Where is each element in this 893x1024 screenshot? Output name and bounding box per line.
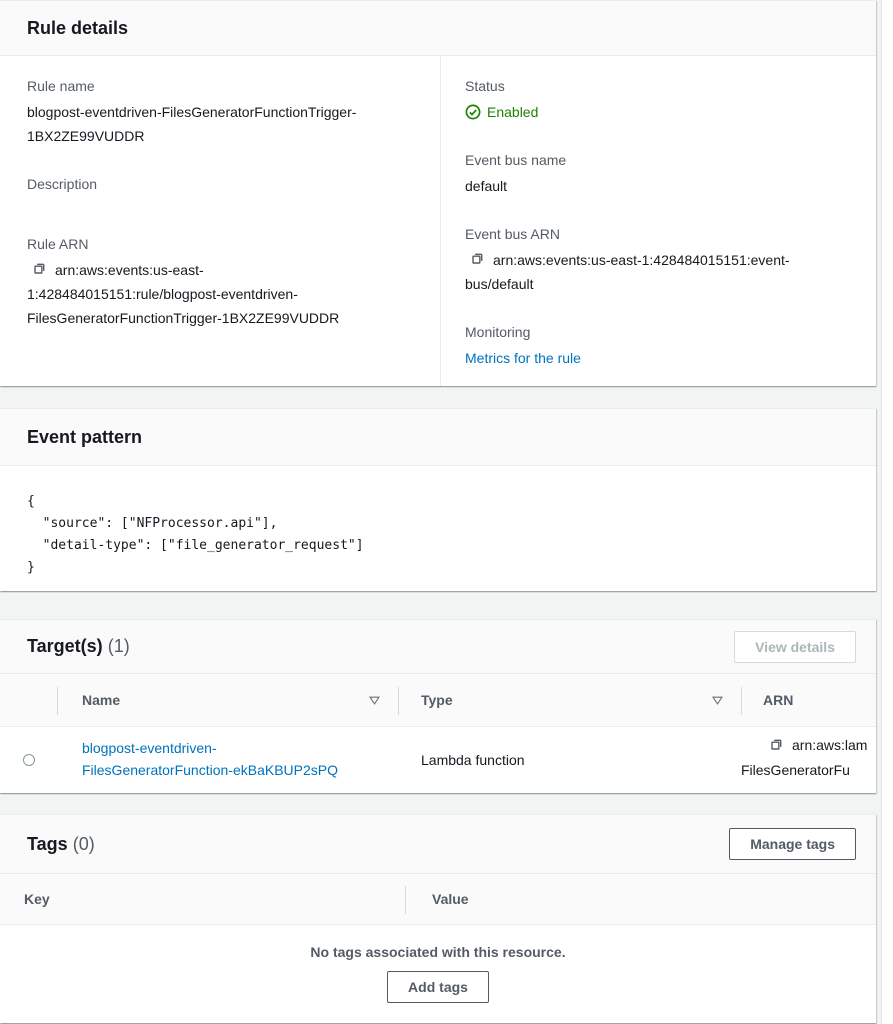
- rule-arn-copy-button[interactable]: [32, 261, 47, 279]
- copy-icon: [32, 261, 47, 279]
- no-tags-message: No tags associated with this resource.: [310, 944, 566, 960]
- tags-empty-state: No tags associated with this resource. A…: [0, 925, 876, 1023]
- targets-selection-column-header: [0, 674, 57, 726]
- event-bus-arn-copy-button[interactable]: [470, 251, 485, 269]
- copy-icon: [769, 737, 784, 755]
- view-details-button[interactable]: View details: [734, 630, 856, 663]
- rule-details-body: Rule name blogpost-eventdriven-FilesGene…: [0, 56, 876, 386]
- tags-count: (0): [72, 833, 95, 854]
- event-pattern-card: Event pattern { "source": ["NFProcessor.…: [0, 408, 876, 591]
- status-enabled-icon: [465, 104, 481, 120]
- vertical-scrollbar[interactable]: [881, 0, 887, 1024]
- event-pattern-json-line: "detail-type": ["file_generator_request"…: [27, 538, 364, 553]
- rule-arn-value-line: 1:428484015151:rule/blogpost-eventdriven…: [27, 286, 298, 302]
- status-badge: Enabled: [487, 104, 539, 120]
- tags-column-value: Value: [432, 891, 469, 907]
- event-bus-arn-label: Event bus ARN: [465, 226, 560, 242]
- target-name-link[interactable]: blogpost-eventdriven- FilesGeneratorFunc…: [82, 740, 338, 778]
- rule-details-card: Rule details Rule name blogpost-eventdri…: [0, 0, 876, 386]
- rule-name-value-line: 1BX2ZE99VUDDR: [27, 128, 145, 144]
- description-field: Description: [27, 174, 416, 208]
- column-divider: [398, 687, 399, 715]
- metrics-for-the-rule-link[interactable]: Metrics for the rule: [465, 350, 581, 366]
- column-divider: [405, 886, 406, 914]
- targets-column-arn: ARN: [763, 692, 794, 708]
- event-pattern-json-line: "source": ["NFProcessor.api"],: [27, 516, 278, 531]
- description-label: Description: [27, 176, 98, 192]
- rule-details-left-column: Rule name blogpost-eventdriven-FilesGene…: [0, 56, 441, 386]
- event-bus-arn-value-line: bus/default: [465, 276, 534, 292]
- event-bus-arn-value-line: arn:aws:events:us-east-1:428484015151:ev…: [493, 252, 790, 268]
- column-divider: [57, 687, 58, 715]
- rule-arn-value-line: arn:aws:events:us-east-: [55, 262, 204, 278]
- target-arn-line: FilesGeneratorFu: [741, 762, 850, 778]
- add-tags-button[interactable]: Add tags: [387, 971, 489, 1003]
- target-arn-line: arn:aws:lam: [792, 737, 868, 753]
- rule-name-field: Rule name blogpost-eventdriven-FilesGene…: [27, 76, 416, 148]
- event-pattern-json-line: {: [27, 494, 35, 509]
- rule-details-right-column: Status Enabled Event bus name default: [441, 56, 876, 386]
- targets-header: Target(s) (1) View details: [0, 620, 876, 674]
- tags-header: Tags (0) Manage tags: [0, 815, 876, 874]
- rule-arn-value-line: FilesGeneratorFunctionTrigger-1BX2ZE99VU…: [27, 310, 340, 326]
- rule-details-title: Rule details: [27, 17, 129, 38]
- targets-card: Target(s) (1) View details Name Type: [0, 619, 876, 793]
- event-pattern-header: Event pattern: [0, 409, 876, 466]
- target-radio[interactable]: [22, 754, 35, 766]
- targets-table-header: Name Type ARN: [0, 674, 876, 727]
- status-label: Status: [465, 78, 505, 94]
- rule-details-header: Rule details: [0, 1, 876, 56]
- targets-column-name[interactable]: Name: [57, 692, 398, 708]
- target-table-row: blogpost-eventdriven- FilesGeneratorFunc…: [0, 727, 876, 793]
- tags-table-header: Key Value: [0, 874, 876, 925]
- monitoring-label: Monitoring: [465, 324, 531, 340]
- target-arn-cell: arn:aws:lam FilesGeneratorFu: [741, 727, 876, 793]
- rule-arn-label: Rule ARN: [27, 236, 89, 252]
- monitoring-field: Monitoring Metrics for the rule: [465, 322, 856, 370]
- tags-card: Tags (0) Manage tags Key Value No tags a…: [0, 814, 876, 1023]
- tags-column-key: Key: [24, 891, 50, 907]
- rule-name-value-line: blogpost-eventdriven-FilesGeneratorFunct…: [27, 104, 357, 120]
- event-bus-name-value: default: [465, 178, 508, 194]
- rule-arn-field: Rule ARN arn:aws:events:us-east-: [27, 234, 416, 330]
- tags-title: Tags (0): [27, 833, 95, 854]
- event-bus-arn-field: Event bus ARN arn:aws:events:us-east-1:4…: [465, 224, 856, 296]
- event-pattern-body: { "source": ["NFProcessor.api"], "detail…: [0, 466, 876, 591]
- targets-title: Target(s) (1): [27, 636, 130, 656]
- rule-name-label: Rule name: [27, 78, 95, 94]
- target-type-cell: Lambda function: [421, 752, 525, 768]
- event-pattern-json-line: }: [27, 560, 35, 575]
- column-divider: [741, 687, 742, 715]
- event-pattern-title: Event pattern: [27, 426, 143, 447]
- sort-down-triangle-icon[interactable]: [369, 696, 380, 705]
- event-bus-name-label: Event bus name: [465, 152, 567, 168]
- status-field: Status Enabled: [465, 76, 856, 124]
- targets-count: (1): [107, 636, 130, 656]
- copy-icon: [470, 251, 485, 269]
- target-arn-copy-button[interactable]: [769, 737, 784, 755]
- event-bus-name-field: Event bus name default: [465, 150, 856, 198]
- targets-column-type[interactable]: Type: [398, 692, 741, 708]
- sort-down-triangle-icon[interactable]: [712, 696, 723, 705]
- manage-tags-button[interactable]: Manage tags: [729, 828, 856, 860]
- description-value: [27, 198, 416, 208]
